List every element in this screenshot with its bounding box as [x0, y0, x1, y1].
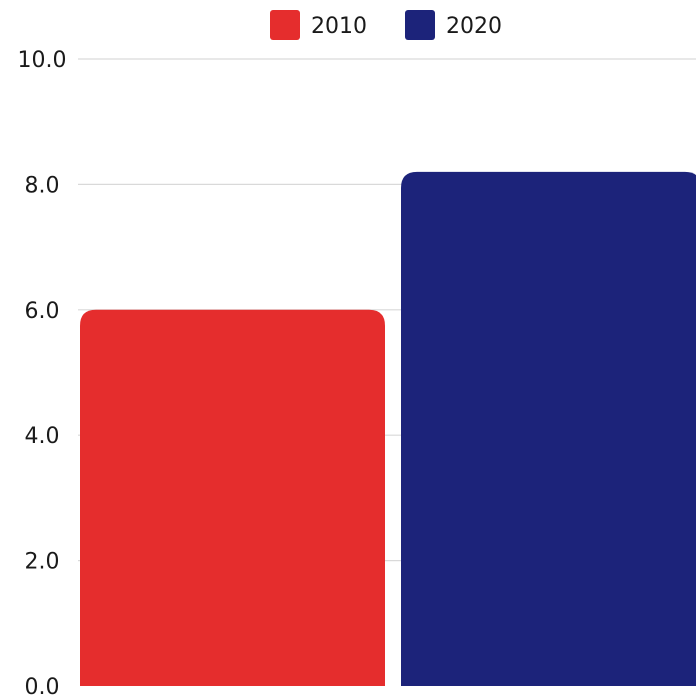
- bars: [80, 171, 696, 686]
- bar-2010: [80, 309, 385, 686]
- legend-swatch: [270, 10, 300, 40]
- y-axis-tick-labels: 0.0 2.0 4.0 6.0 8.0 10.0: [18, 48, 67, 696]
- y-tick-label: 2.0: [25, 550, 60, 575]
- y-tick-label: 10.0: [18, 48, 67, 73]
- legend-label: 2010: [311, 14, 367, 39]
- y-tick-label: 4.0: [25, 424, 60, 449]
- legend-item-2020: 2020: [405, 10, 502, 40]
- legend-label: 2020: [446, 14, 502, 39]
- bar-2020: [401, 171, 696, 686]
- y-tick-label: 8.0: [25, 173, 60, 198]
- legend: 2010 2020: [270, 10, 502, 40]
- legend-item-2010: 2010: [270, 10, 367, 40]
- y-tick-label: 0.0: [25, 675, 60, 696]
- y-tick-label: 6.0: [25, 299, 60, 324]
- legend-swatch: [405, 10, 435, 40]
